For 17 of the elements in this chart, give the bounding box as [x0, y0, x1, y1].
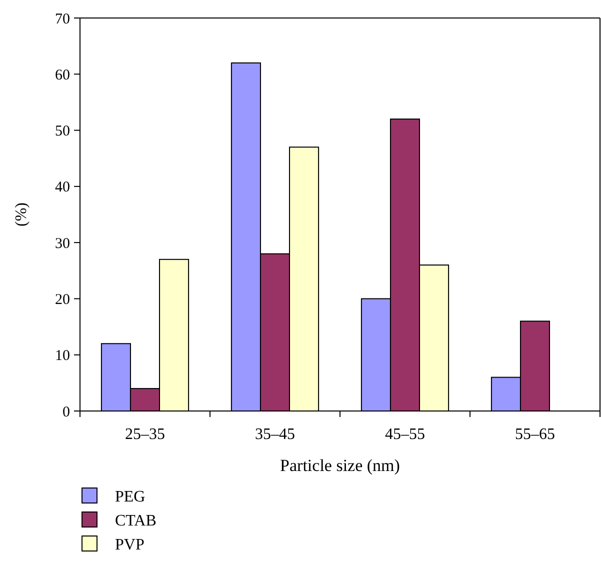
y-tick-label: 0 [62, 404, 70, 420]
x-tick-label: 25–35 [125, 426, 165, 443]
legend-label: PEG [115, 488, 146, 506]
y-tick-label: 50 [55, 124, 70, 140]
y-tick-label: 60 [55, 67, 70, 84]
y-axis-title: (%) [13, 202, 30, 226]
legend-label: PVP [115, 536, 144, 554]
x-tick-label: 45–55 [385, 426, 425, 443]
y-tick-label: 30 [55, 236, 70, 252]
y-tick-label: 10 [55, 348, 70, 364]
y-tick-label: 70 [55, 11, 70, 28]
x-tick-label: 35–45 [255, 426, 295, 443]
legend-label: CTAB [115, 512, 156, 530]
x-axis-title: Particle size (nm) [280, 456, 400, 475]
y-tick-label: 40 [55, 180, 70, 196]
x-tick-label: 55–65 [515, 426, 555, 443]
y-tick-label: 20 [55, 292, 70, 308]
